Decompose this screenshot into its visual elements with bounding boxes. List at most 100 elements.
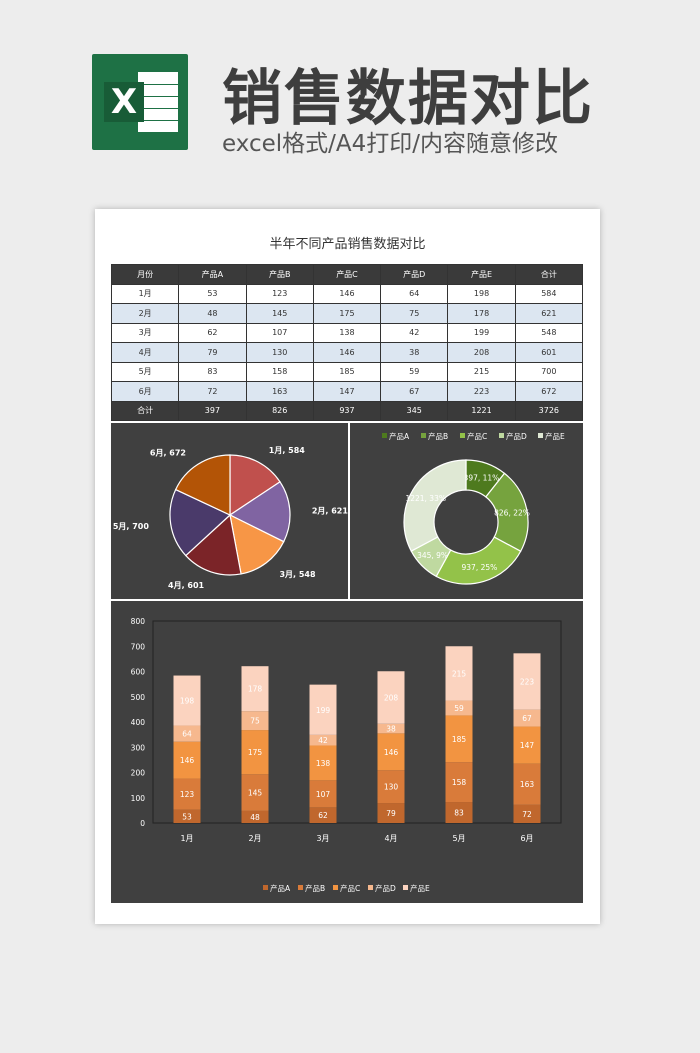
pie-slice — [228, 480, 291, 543]
bar-data-label: 163 — [520, 780, 535, 789]
month-cell: 4月 — [110, 342, 180, 363]
bar-segment — [173, 741, 201, 779]
y-tick-label: 100 — [131, 794, 146, 803]
bar-segment — [513, 709, 541, 727]
spreadsheet-grid-icon — [138, 72, 178, 132]
x-tick-label: 6月 — [520, 834, 533, 843]
bar-data-label: 48 — [250, 813, 260, 822]
value-cell: 208 — [447, 342, 516, 363]
plot-area — [152, 620, 562, 824]
value-cell: 223 — [447, 381, 516, 402]
bar-data-label: 123 — [180, 790, 195, 799]
bar-data-label: 198 — [180, 697, 195, 706]
total-cell: 937 — [312, 400, 382, 421]
pie-slice — [169, 488, 232, 557]
month-cell: 3月 — [110, 322, 180, 343]
bar-segment — [513, 804, 541, 823]
legend-swatch — [460, 433, 465, 438]
bar-data-label: 62 — [318, 811, 328, 820]
y-tick-label: 800 — [131, 617, 146, 626]
bar-segment — [309, 734, 337, 746]
bar-segment — [445, 762, 473, 803]
value-cell: 107 — [245, 322, 314, 343]
header-cell: 合计 — [514, 264, 584, 285]
header-cell: 产品D — [380, 264, 449, 285]
x-tick-label: 3月 — [316, 834, 329, 843]
value-cell: 72 — [178, 381, 247, 402]
legend-label: 产品C — [467, 431, 487, 441]
header-cell: 产品B — [245, 264, 314, 285]
bar-segment — [309, 684, 337, 735]
y-tick-label: 300 — [131, 743, 146, 752]
x-tick-label: 2月 — [248, 834, 261, 843]
bar-data-label: 223 — [520, 677, 535, 686]
table-row: 4月 79 130 146 38 208 601 — [110, 342, 584, 363]
bar-data-label: 147 — [520, 741, 535, 750]
bar-segment — [445, 700, 473, 716]
bar-segment — [173, 725, 201, 742]
bar-data-label: 199 — [316, 706, 331, 715]
pie-chart: 1月, 584 2月, 621 3月, 548 4月, 601 5月, 700 6月, 6… — [113, 446, 349, 590]
bar-segment — [377, 723, 405, 734]
value-cell: 548 — [514, 322, 584, 343]
value-cell: 138 — [312, 322, 382, 343]
legend-label: 产品E — [410, 883, 430, 893]
legend-label: 产品D — [375, 883, 396, 893]
value-cell: 48 — [178, 303, 247, 324]
bar-segment — [377, 733, 405, 771]
legend-swatch — [333, 885, 338, 890]
value-cell: 163 — [245, 381, 314, 402]
value-cell: 198 — [447, 283, 516, 304]
value-cell: 146 — [312, 342, 382, 363]
legend-label: 产品C — [340, 883, 360, 893]
bar-data-label: 130 — [384, 783, 399, 792]
y-tick-label: 500 — [131, 693, 146, 702]
sheet-title: 半年不同产品销售数据对比 — [269, 237, 426, 252]
bar-data-label: 42 — [318, 736, 328, 745]
legend-swatch — [298, 885, 303, 890]
value-cell: 42 — [380, 322, 449, 343]
table-row: 1月 53 123 146 64 198 584 — [110, 283, 584, 304]
bar-segment — [309, 807, 337, 823]
bar-data-label: 158 — [452, 778, 467, 787]
donut-data-label: 937, 25% — [462, 563, 498, 572]
bar-data-label: 107 — [316, 790, 331, 799]
bar-data-label: 59 — [454, 704, 464, 713]
month-cell: 1月 — [110, 283, 180, 304]
bar-segment — [173, 778, 201, 810]
bar-data-label: 215 — [452, 669, 467, 678]
bar-segment — [241, 810, 269, 823]
value-cell: 700 — [514, 361, 584, 382]
bar-data-label: 146 — [180, 756, 195, 765]
donut-data-label: 397, 11% — [464, 474, 500, 483]
bar-segment — [309, 780, 337, 808]
legend-swatch — [499, 433, 504, 438]
pie-data-label: 5月, 700 — [113, 522, 150, 531]
header-cell: 月份 — [110, 264, 180, 285]
total-cell: 397 — [178, 400, 247, 421]
pie-data-label: 1月, 584 — [269, 446, 306, 455]
value-cell: 158 — [245, 361, 314, 382]
table-row: 3月 62 107 138 42 199 548 — [110, 322, 584, 343]
value-cell: 175 — [312, 303, 382, 324]
legend-label: 产品D — [506, 431, 527, 441]
x-tick-label: 5月 — [452, 834, 465, 843]
bar-segment — [173, 809, 201, 823]
total-cell: 345 — [380, 400, 449, 421]
pie-data-label: 4月, 601 — [168, 581, 205, 590]
pie-data-label: 6月, 672 — [150, 449, 186, 458]
bar-data-label: 67 — [522, 714, 532, 723]
legend-swatch — [382, 433, 387, 438]
bar-data-label: 79 — [386, 809, 396, 818]
legend-swatch — [538, 433, 543, 438]
value-cell: 199 — [447, 322, 516, 343]
bar-data-label: 64 — [182, 730, 192, 739]
bar-segment — [513, 653, 541, 710]
legend-swatch — [263, 885, 268, 890]
legend-swatch — [403, 885, 408, 890]
donut-data-label: 1221, 33% — [405, 494, 446, 503]
sales-table: 月份 产品A 产品B 产品C 产品D 产品E 合计 1月 53 123 146 64 19… — [110, 264, 584, 421]
value-cell: 62 — [178, 322, 247, 343]
legend-label: 产品E — [545, 431, 565, 441]
value-cell: 130 — [245, 342, 314, 363]
